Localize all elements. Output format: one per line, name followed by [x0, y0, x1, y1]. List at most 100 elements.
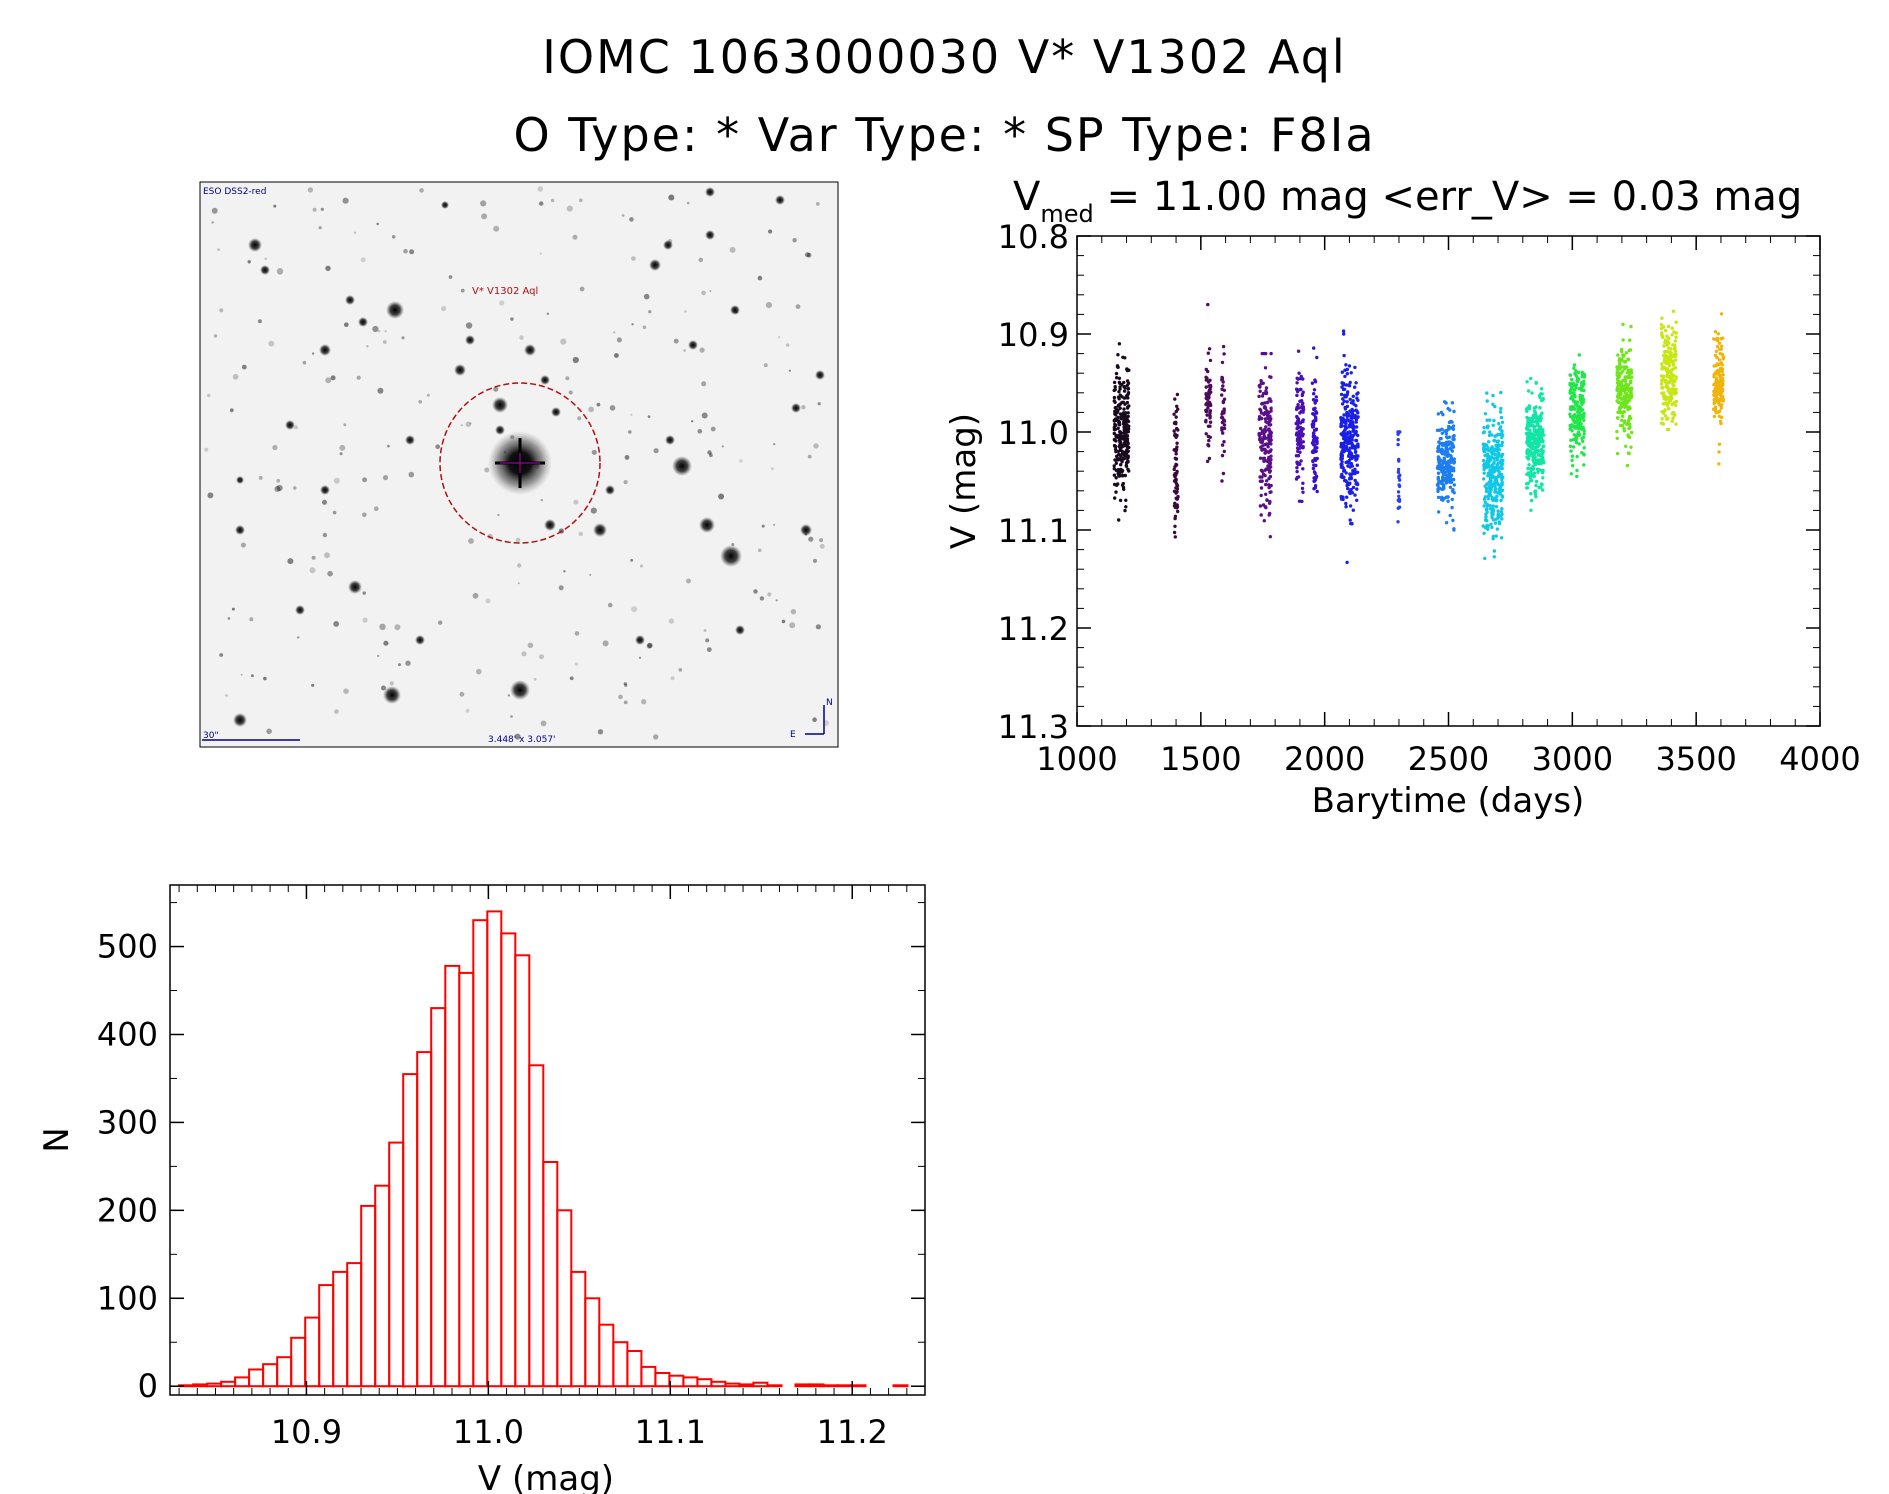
histogram-bar [724, 1382, 741, 1388]
lightcurve-point [1124, 396, 1128, 400]
lightcurve-point [1397, 497, 1401, 502]
lightcurve-point [1339, 422, 1343, 426]
lightcurve-point [1208, 387, 1212, 391]
lightcurve-point [1340, 385, 1344, 389]
lightcurve-point [1342, 475, 1346, 479]
lightcurve-point [1122, 407, 1126, 411]
lightcurve-point [1266, 464, 1270, 468]
lightcurve-point [1343, 440, 1347, 445]
lightcurve-point [1349, 476, 1354, 481]
lightcurve-point [1172, 504, 1177, 508]
lightcurve-point [1118, 440, 1123, 444]
lightcurve-point [1173, 456, 1178, 460]
lightcurve-point [1264, 351, 1268, 356]
lightcurve-point [1300, 393, 1305, 398]
lightcurve-point [1298, 411, 1302, 415]
lightcurve-point [1396, 490, 1401, 494]
lightcurve-point [1114, 371, 1119, 376]
lightcurve-point [1175, 441, 1179, 445]
lightcurve-point [1443, 429, 1447, 433]
lightcurve-point [1339, 475, 1343, 479]
lightcurve-point [1295, 475, 1300, 480]
lightcurve-point [1269, 454, 1273, 458]
lightcurve-point [1294, 433, 1299, 437]
lightcurve-point [1268, 461, 1272, 465]
lightcurve-point [1120, 413, 1125, 417]
lightcurve-point [1259, 440, 1263, 444]
histogram-bar [598, 1323, 615, 1388]
lightcurve-point [1113, 412, 1117, 416]
lightcurve-point [1346, 430, 1350, 435]
histogram-bar [696, 1378, 713, 1388]
lightcurve-point [1220, 393, 1224, 397]
lightcurve-point [1298, 446, 1302, 450]
lightcurve-point [1268, 440, 1272, 444]
lightcurve-point [1351, 433, 1356, 437]
lightcurve-point [1347, 453, 1351, 457]
lightcurve-point [1220, 377, 1225, 381]
lightcurve-point [1175, 426, 1179, 431]
lightcurve-point [1451, 424, 1456, 428]
lightcurve-point [1349, 371, 1353, 375]
lightcurve-point [1116, 415, 1120, 420]
lightcurve-point [1343, 437, 1348, 441]
lightcurve-point [1301, 481, 1305, 485]
histogram-bar [556, 1209, 573, 1388]
lightcurve-point [1440, 431, 1445, 435]
lightcurve-point [1353, 450, 1358, 454]
lightcurve-point [1265, 479, 1269, 483]
lightcurve-point [1312, 392, 1316, 396]
lightcurve-point [1340, 456, 1345, 461]
lightcurve-point [1301, 490, 1305, 494]
lightcurve-point [1301, 401, 1305, 405]
lightcurve-point [1118, 498, 1123, 503]
lightcurve-point [1117, 342, 1122, 346]
lightcurve-point [1173, 501, 1177, 505]
lightcurve-point [1208, 414, 1212, 418]
lightcurve-point [1172, 412, 1176, 416]
lightcurve-point [1396, 520, 1400, 524]
lightcurve-point [1222, 388, 1227, 392]
lightcurve-point [1126, 411, 1130, 415]
lightcurve-point [1208, 358, 1213, 363]
lightcurve-point [1118, 387, 1122, 391]
lightcurve-point [1113, 385, 1117, 389]
lightcurve-point [1296, 454, 1301, 458]
lightcurve-point [1174, 496, 1178, 500]
lightcurve-point [1436, 495, 1441, 500]
chart-title-line-1: IOMC 1063000030 V* V1302 Aql [542, 30, 1347, 84]
lightcurve-point [1265, 416, 1270, 421]
lightcurve-point [1117, 397, 1121, 401]
lightcurve-point [1260, 401, 1264, 406]
lightcurve-point [1257, 417, 1261, 421]
lightcurve-point [1259, 379, 1263, 383]
histogram-bar [206, 1382, 223, 1388]
lightcurve-point [1112, 437, 1117, 442]
lightcurve-point [1120, 460, 1124, 464]
histogram-bar [234, 1376, 251, 1388]
lightcurve-point [1269, 409, 1273, 413]
lightcurve-point [1339, 494, 1343, 499]
lightcurve-point [1345, 460, 1350, 464]
lightcurve-point [1257, 394, 1261, 399]
lightcurve-point [1122, 457, 1126, 461]
lightcurve-point [1343, 393, 1347, 397]
lightcurve-point [1205, 459, 1210, 464]
lightcurve-point [1267, 483, 1271, 487]
histogram-bar [738, 1383, 755, 1388]
lightcurve-point [1204, 418, 1208, 423]
lightcurve-point [1296, 442, 1300, 446]
lightcurve-point [1312, 470, 1317, 474]
histogram-bar [192, 1383, 209, 1388]
lightcurve-point [1315, 436, 1319, 440]
histogram-bar [808, 1383, 825, 1388]
lightcurve-point [1355, 392, 1359, 396]
lightcurve-point [1312, 388, 1317, 392]
lightcurve-point [1123, 443, 1127, 447]
lightcurve-point [1262, 432, 1266, 436]
lightcurve-point [1346, 390, 1350, 394]
lightcurve-point [1259, 382, 1263, 386]
lightcurve-point [1268, 436, 1273, 441]
lightcurve-point [1350, 522, 1354, 526]
lightcurve-points [1112, 302, 1726, 565]
